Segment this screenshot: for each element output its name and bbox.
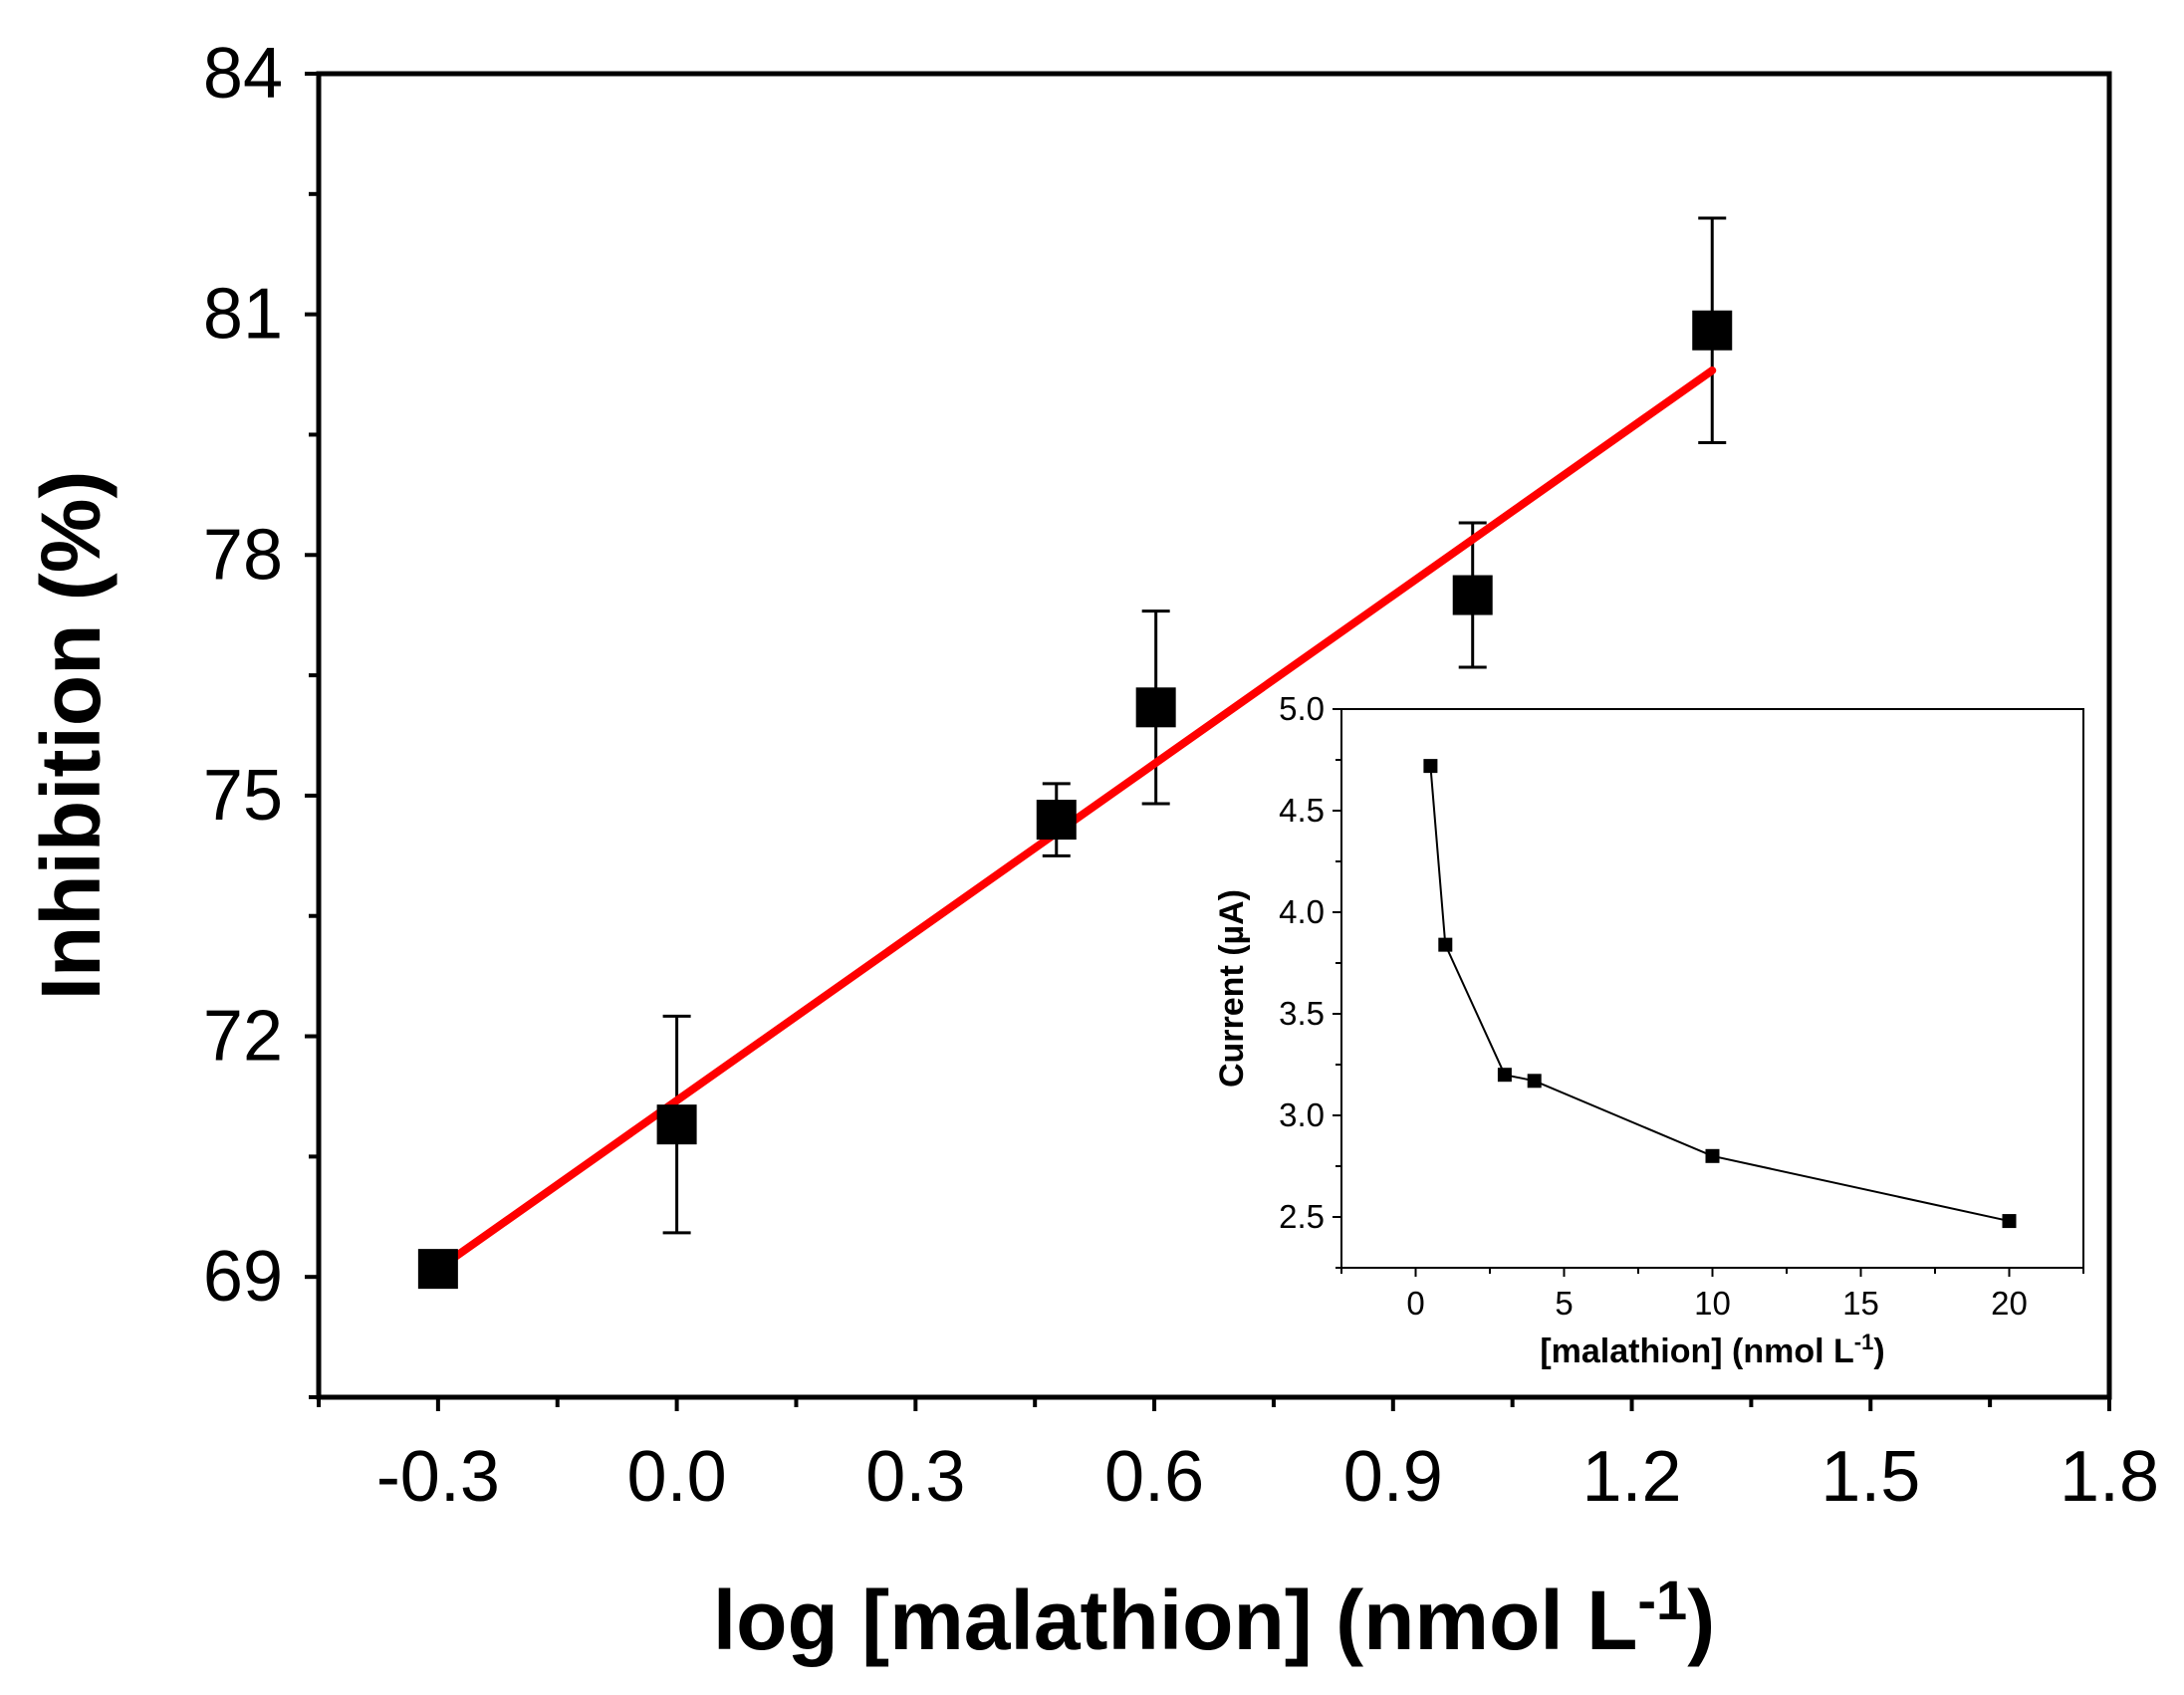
inset-y-tick-label: 2.5 [1279, 1198, 1325, 1235]
main-y-tick-label: 81 [203, 275, 283, 355]
main-y-tick-label: 75 [203, 756, 283, 836]
main-x-tick-label: 0.0 [627, 1437, 727, 1517]
main-data-point [1036, 800, 1077, 841]
main-plot-frame [316, 71, 2112, 1400]
inset-data-point [1527, 1074, 1542, 1089]
inset-x-tick-label: 15 [1842, 1285, 1879, 1322]
inset-y-tick-label: 4.5 [1279, 792, 1325, 829]
inset-x-tick-label: 5 [1555, 1285, 1573, 1322]
inset-data-point [2002, 1214, 2017, 1229]
inset-x-axis-title: [malathion] (nmol L-1) [1540, 1330, 1884, 1370]
main-x-tick-label: 1.5 [1820, 1437, 1920, 1517]
inset-y-tick-label: 4.0 [1279, 893, 1325, 930]
main-y-tick-label: 69 [203, 1237, 283, 1317]
main-x-tick-label: 1.8 [2060, 1437, 2159, 1517]
inset-series-line [1429, 766, 2010, 1223]
main-y-tick-label: 84 [203, 34, 283, 114]
main-x-tick-label: 0.6 [1104, 1437, 1204, 1517]
main-data-point [656, 1104, 697, 1145]
inset-x-tick-label: 20 [1991, 1285, 2028, 1322]
main-chart: -0.3 0.0 0.3 0.6 0.9 1.2 1.5 1.8 69 72 75 78 81 84 log… [24, 34, 2159, 1667]
inset-y-tick-label: 3.5 [1279, 995, 1325, 1032]
inset-x-tick-label: 10 [1694, 1285, 1731, 1322]
main-y-tick-label: 78 [203, 515, 283, 595]
inset-y-tick-label: 3.0 [1279, 1096, 1325, 1133]
main-x-tick-label: 0.3 [865, 1437, 965, 1517]
main-y-axis-title: Inhibition (%) [24, 471, 118, 1001]
main-x-tick-label: -0.3 [376, 1437, 500, 1517]
inset-data-point [1705, 1148, 1720, 1163]
main-x-tick-label: 0.9 [1343, 1437, 1443, 1517]
main-data-point [1692, 310, 1733, 351]
inset-chart: 0 5 10 15 20 2.5 3.0 3.5 4.0 4.5 5.0 [malathion] (n… [1213, 690, 2084, 1370]
main-data-point [1452, 575, 1493, 615]
main-data-point [417, 1249, 458, 1290]
inset-x-tick-label: 0 [1406, 1285, 1424, 1322]
main-x-axis-title: log [malathion] (nmol L-1) [713, 1569, 1715, 1667]
inset-data-point [1423, 759, 1438, 774]
main-y-tick-label: 72 [203, 997, 283, 1077]
inset-data-point [1438, 937, 1453, 952]
inset-y-axis-title: Current (µA) [1213, 889, 1251, 1088]
inset-data-point [1497, 1068, 1512, 1083]
main-x-tick-label: 1.2 [1581, 1437, 1681, 1517]
inset-plot-frame [1340, 708, 2084, 1269]
inset-y-tick-label: 5.0 [1279, 690, 1325, 727]
main-data-point [1135, 687, 1176, 728]
